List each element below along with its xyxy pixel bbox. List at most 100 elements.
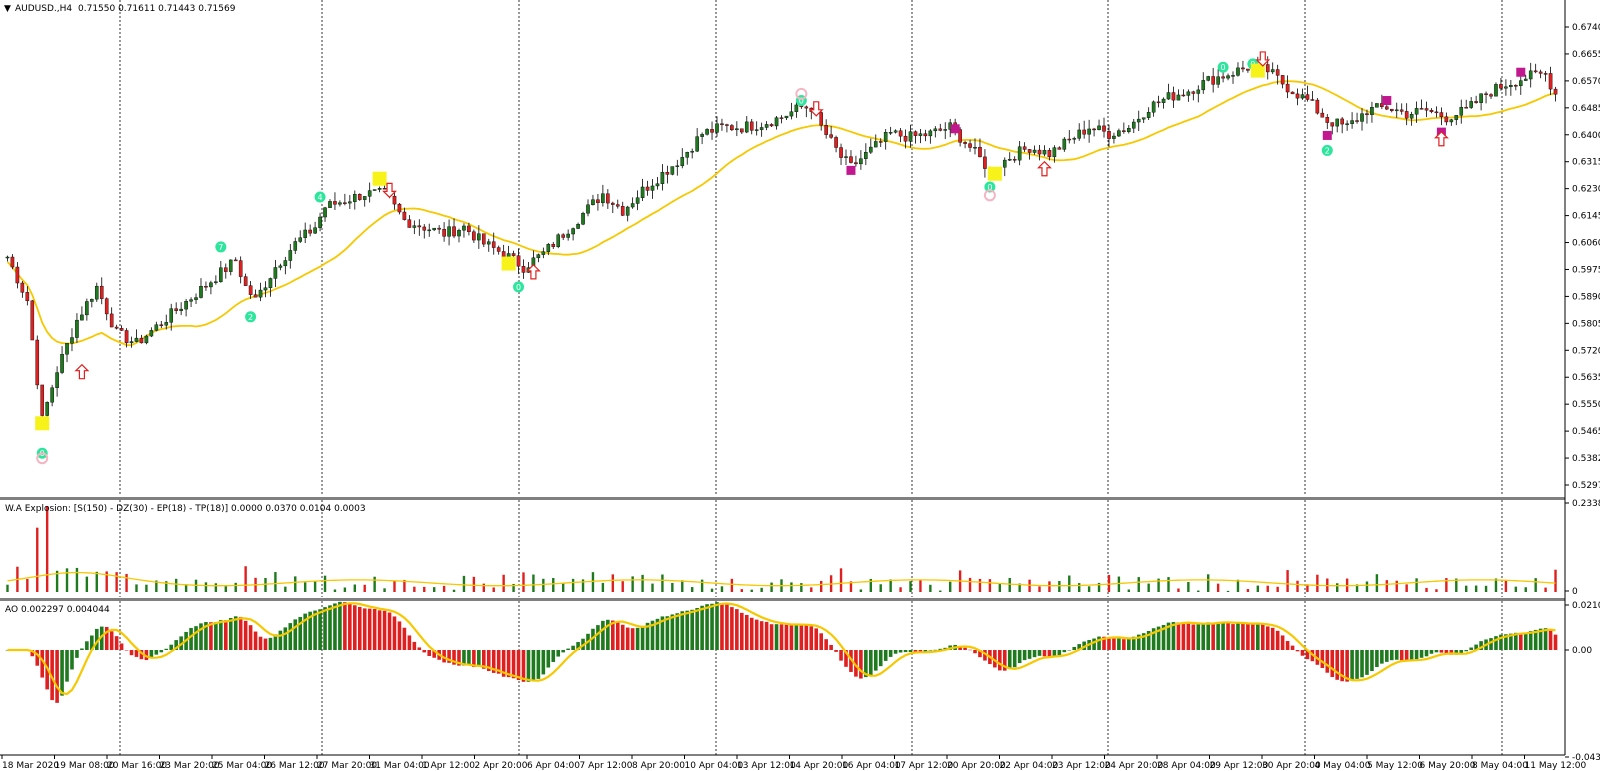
ao-bar	[859, 650, 863, 679]
candle	[854, 155, 858, 167]
ao-bar	[888, 650, 893, 657]
candle	[397, 203, 402, 215]
pink-ring-marker	[795, 87, 808, 100]
ao-bar	[814, 628, 819, 650]
ao-bar	[273, 634, 278, 650]
candle	[99, 277, 104, 305]
indicator-tick-label: 0.021031	[1572, 601, 1600, 611]
ao-bar	[233, 616, 238, 650]
wae-panel[interactable]	[6, 500, 1557, 597]
ao-bar	[70, 650, 74, 670]
ao-bar	[1275, 630, 1280, 650]
wae-dead-zone-line	[7, 571, 1556, 587]
ao-bar	[109, 631, 114, 650]
time-tick-label: 17 Apr 12:00	[895, 761, 954, 771]
wae-bar	[770, 582, 773, 592]
price-tick-label: 0.66550	[1572, 50, 1600, 60]
candle	[1117, 128, 1121, 137]
candle	[1310, 91, 1315, 101]
wae-title: W.A Explosion: [S(150) - DZ(30) - EP(18)…	[5, 504, 366, 514]
ao-bar	[362, 608, 367, 650]
wae-bar	[323, 575, 327, 592]
indicator-tick-label: 0	[1572, 587, 1578, 597]
ao-bar	[1032, 650, 1037, 658]
wae-bar	[26, 578, 29, 592]
candle	[779, 115, 784, 124]
ao-bar	[442, 650, 446, 663]
ao-panel[interactable]	[5, 601, 1558, 755]
ao-bar	[819, 633, 823, 650]
signal-circle-marker: 0	[513, 281, 525, 293]
ao-bar	[1489, 638, 1493, 650]
ao-bar	[99, 626, 104, 650]
ao-bar	[675, 613, 680, 650]
wae-bar	[1405, 584, 1408, 592]
candle	[1077, 123, 1081, 141]
wae-bar	[413, 586, 416, 592]
signal-circle-marker: 2	[245, 311, 257, 323]
wae-bar	[442, 585, 446, 592]
candle	[1206, 75, 1211, 82]
dropdown-triangle-icon[interactable]: ▼	[4, 4, 11, 14]
ao-bar	[1439, 650, 1444, 653]
ao-bar	[749, 617, 754, 650]
candle	[556, 233, 561, 249]
ao-histogram	[5, 601, 1558, 703]
candle	[139, 334, 144, 344]
signal-circle-label: 0	[799, 97, 804, 106]
candle	[25, 286, 30, 306]
candle	[933, 126, 938, 138]
candle	[174, 302, 178, 315]
candle	[1394, 102, 1399, 118]
ao-bar	[1538, 628, 1543, 650]
wae-bar	[244, 566, 247, 592]
candle	[1414, 101, 1419, 123]
candle	[278, 263, 283, 271]
ao-bar	[1037, 650, 1042, 656]
candle	[536, 253, 541, 263]
time-tick-label: 2 Apr 20:00	[475, 761, 528, 771]
candle	[1305, 85, 1310, 102]
ao-bar	[541, 650, 546, 675]
price-scale[interactable]: 0.67400 0.66550 0.65700 0.64850 0.64000 0.631…	[1565, 23, 1600, 763]
ao-bar	[387, 612, 392, 650]
candle	[754, 121, 759, 136]
ao-bar	[839, 650, 843, 661]
price-panel[interactable]: 0274000020	[5, 0, 1558, 494]
candle	[839, 143, 843, 166]
ao-bar	[1385, 650, 1389, 662]
ao-bar	[883, 650, 888, 661]
ao-bar	[804, 625, 809, 650]
candle	[963, 140, 967, 149]
yellow-square-marker	[501, 256, 516, 271]
wae-bar	[710, 588, 714, 592]
candle	[1022, 142, 1027, 153]
candle	[1161, 97, 1166, 109]
ao-bar	[700, 605, 704, 650]
panel-separator[interactable]	[0, 598, 1565, 601]
ao-bar	[705, 604, 709, 650]
wae-bar	[1504, 580, 1508, 592]
sell-arrow-icon	[1255, 51, 1271, 67]
ao-bar	[1365, 650, 1369, 675]
candle	[134, 329, 139, 343]
signal-circle-marker: 4	[314, 191, 326, 203]
candle	[189, 297, 193, 308]
price-tick-label: 0.59750	[1572, 265, 1600, 275]
wae-bar	[423, 586, 426, 592]
candle	[715, 116, 719, 137]
candle	[149, 327, 154, 338]
candle	[258, 282, 263, 302]
time-tick-label: 30 Apr 20:00	[1262, 761, 1321, 771]
candle	[591, 194, 595, 206]
panel-separator[interactable]	[0, 497, 1565, 500]
candle	[744, 116, 749, 134]
candle	[1355, 112, 1359, 124]
ao-bar	[1151, 628, 1156, 650]
candle	[402, 207, 407, 221]
wae-bar	[671, 582, 674, 592]
ao-bar	[482, 650, 486, 669]
candle	[114, 324, 119, 330]
